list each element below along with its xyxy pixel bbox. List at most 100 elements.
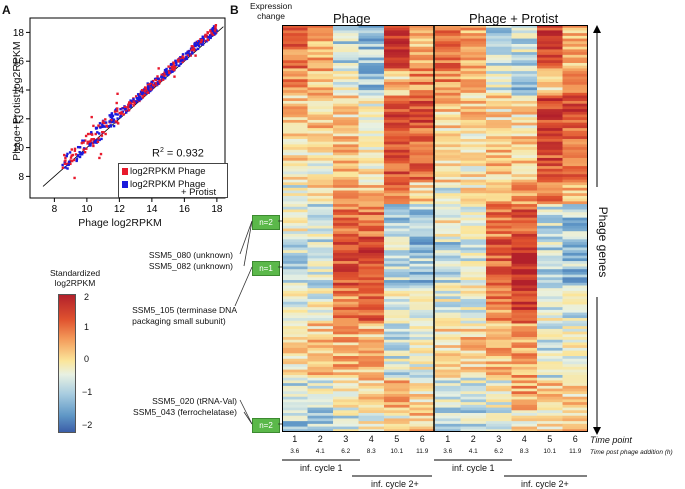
scatter-point bbox=[206, 31, 209, 34]
scatter-point bbox=[162, 73, 165, 76]
heatmap-cell bbox=[333, 122, 359, 126]
heatmap-cell bbox=[511, 160, 538, 164]
heatmap-cell bbox=[307, 366, 334, 371]
heatmap-cell bbox=[307, 60, 334, 64]
heatmap-cell bbox=[486, 171, 512, 175]
heatmap-cell bbox=[460, 337, 487, 341]
heatmap-cell bbox=[511, 334, 538, 338]
heatmap-cell bbox=[358, 130, 385, 135]
scatter-point bbox=[175, 63, 178, 67]
scatter-point bbox=[214, 26, 217, 29]
heatmap-cell bbox=[537, 100, 563, 105]
scatter-point bbox=[160, 73, 163, 76]
heatmap-cell bbox=[282, 385, 308, 390]
heatmap-cell bbox=[537, 366, 563, 371]
heatmap-cell bbox=[358, 307, 385, 311]
heatmap-cell bbox=[562, 33, 588, 37]
heatmap-cell bbox=[358, 155, 385, 159]
heatmap-cell bbox=[537, 307, 563, 311]
heatmap-cell bbox=[384, 282, 410, 286]
heatmap-cell bbox=[562, 190, 588, 194]
scatter-point bbox=[86, 142, 89, 145]
heatmap-cell bbox=[511, 182, 538, 186]
heatmap-cell bbox=[358, 358, 385, 362]
heatmap-cell bbox=[409, 231, 436, 235]
heatmap-cell bbox=[460, 185, 487, 189]
heatmap-cell bbox=[282, 274, 308, 278]
heatmap-cell bbox=[384, 79, 410, 83]
scatter-point bbox=[209, 30, 212, 33]
heatmap-cell bbox=[435, 296, 461, 300]
heatmap-cell bbox=[282, 147, 308, 151]
heatmap-cell bbox=[486, 220, 512, 224]
heatmap-cell bbox=[460, 244, 487, 248]
heatmap-cell bbox=[384, 426, 410, 430]
scatter-point bbox=[129, 99, 132, 102]
heatmap-cell bbox=[537, 423, 563, 428]
heatmap-cell bbox=[384, 399, 410, 403]
heatmap-cell bbox=[333, 171, 359, 175]
heatmap-cell bbox=[435, 315, 461, 319]
heatmap-cell bbox=[537, 128, 563, 132]
heatmap-cell bbox=[486, 250, 512, 254]
heatmap-cell bbox=[486, 423, 512, 428]
heatmap-cell bbox=[511, 353, 538, 357]
heatmap-cell bbox=[460, 125, 487, 129]
heatmap-cell bbox=[511, 141, 538, 145]
heatmap-cell bbox=[435, 25, 461, 29]
column-hours: 3.6 bbox=[290, 448, 300, 455]
scatter-point bbox=[140, 89, 144, 92]
scatter-point bbox=[105, 124, 108, 127]
heatmap-cell bbox=[460, 54, 487, 59]
heatmap-cell bbox=[562, 27, 588, 31]
heatmap-cell bbox=[460, 277, 487, 281]
column-timepoint: 4 bbox=[521, 434, 527, 444]
heatmap-cell bbox=[486, 71, 512, 75]
scatter-point bbox=[89, 141, 92, 145]
column-timepoint: 1 bbox=[292, 434, 298, 444]
heatmap-cell bbox=[435, 331, 461, 335]
heatmap-cell bbox=[333, 223, 359, 227]
heatmap-cell bbox=[358, 391, 385, 395]
heatmap-cell bbox=[511, 147, 538, 151]
heatmap-cell bbox=[333, 76, 359, 80]
heatmap-cell bbox=[384, 247, 410, 251]
heatmap-cell bbox=[537, 385, 563, 390]
heatmap-cell bbox=[333, 342, 359, 346]
heatmap-cell bbox=[537, 157, 563, 162]
scatter-legend: log2RPKM Phage log2RPKM Phage + Protist bbox=[118, 163, 228, 198]
scatter-point bbox=[173, 75, 176, 78]
heatmap-cell bbox=[409, 220, 436, 224]
heatmap-cell bbox=[384, 233, 410, 238]
heatmap-cell bbox=[409, 388, 436, 392]
heatmap-cell bbox=[486, 364, 512, 368]
heatmap-cell bbox=[435, 228, 461, 232]
heatmap-cell bbox=[358, 60, 385, 64]
heatmap-cell bbox=[511, 274, 538, 278]
scatter-point bbox=[112, 124, 116, 128]
heatmap-cell bbox=[537, 345, 563, 349]
heatmap-cell bbox=[537, 225, 563, 229]
heatmap-cell bbox=[486, 402, 512, 406]
heatmap-cell bbox=[460, 274, 487, 278]
heatmap-cell bbox=[358, 52, 385, 56]
scatter-point bbox=[197, 44, 201, 47]
heatmap-cell bbox=[307, 163, 334, 167]
color-tick-minus2: −2 bbox=[82, 420, 93, 430]
heatmap-cell bbox=[333, 391, 359, 395]
heatmap-cell bbox=[282, 250, 308, 254]
heatmap-cell bbox=[384, 394, 410, 398]
column-timepoint: 2 bbox=[470, 434, 476, 444]
heatmap-cell bbox=[307, 130, 334, 135]
heatmap-cell bbox=[307, 136, 334, 140]
heatmap-cell bbox=[435, 117, 461, 121]
heatmap-cell bbox=[358, 25, 385, 29]
heatmap-cell bbox=[384, 345, 410, 349]
heatmap-cell bbox=[384, 250, 410, 254]
color-tick-2: 2 bbox=[84, 292, 90, 302]
heatmap-cell bbox=[460, 410, 487, 414]
heatmap-cell bbox=[435, 223, 461, 227]
heatmap-cell bbox=[511, 339, 538, 343]
heatmap-cell bbox=[435, 383, 461, 387]
heatmap-cell bbox=[537, 119, 563, 124]
